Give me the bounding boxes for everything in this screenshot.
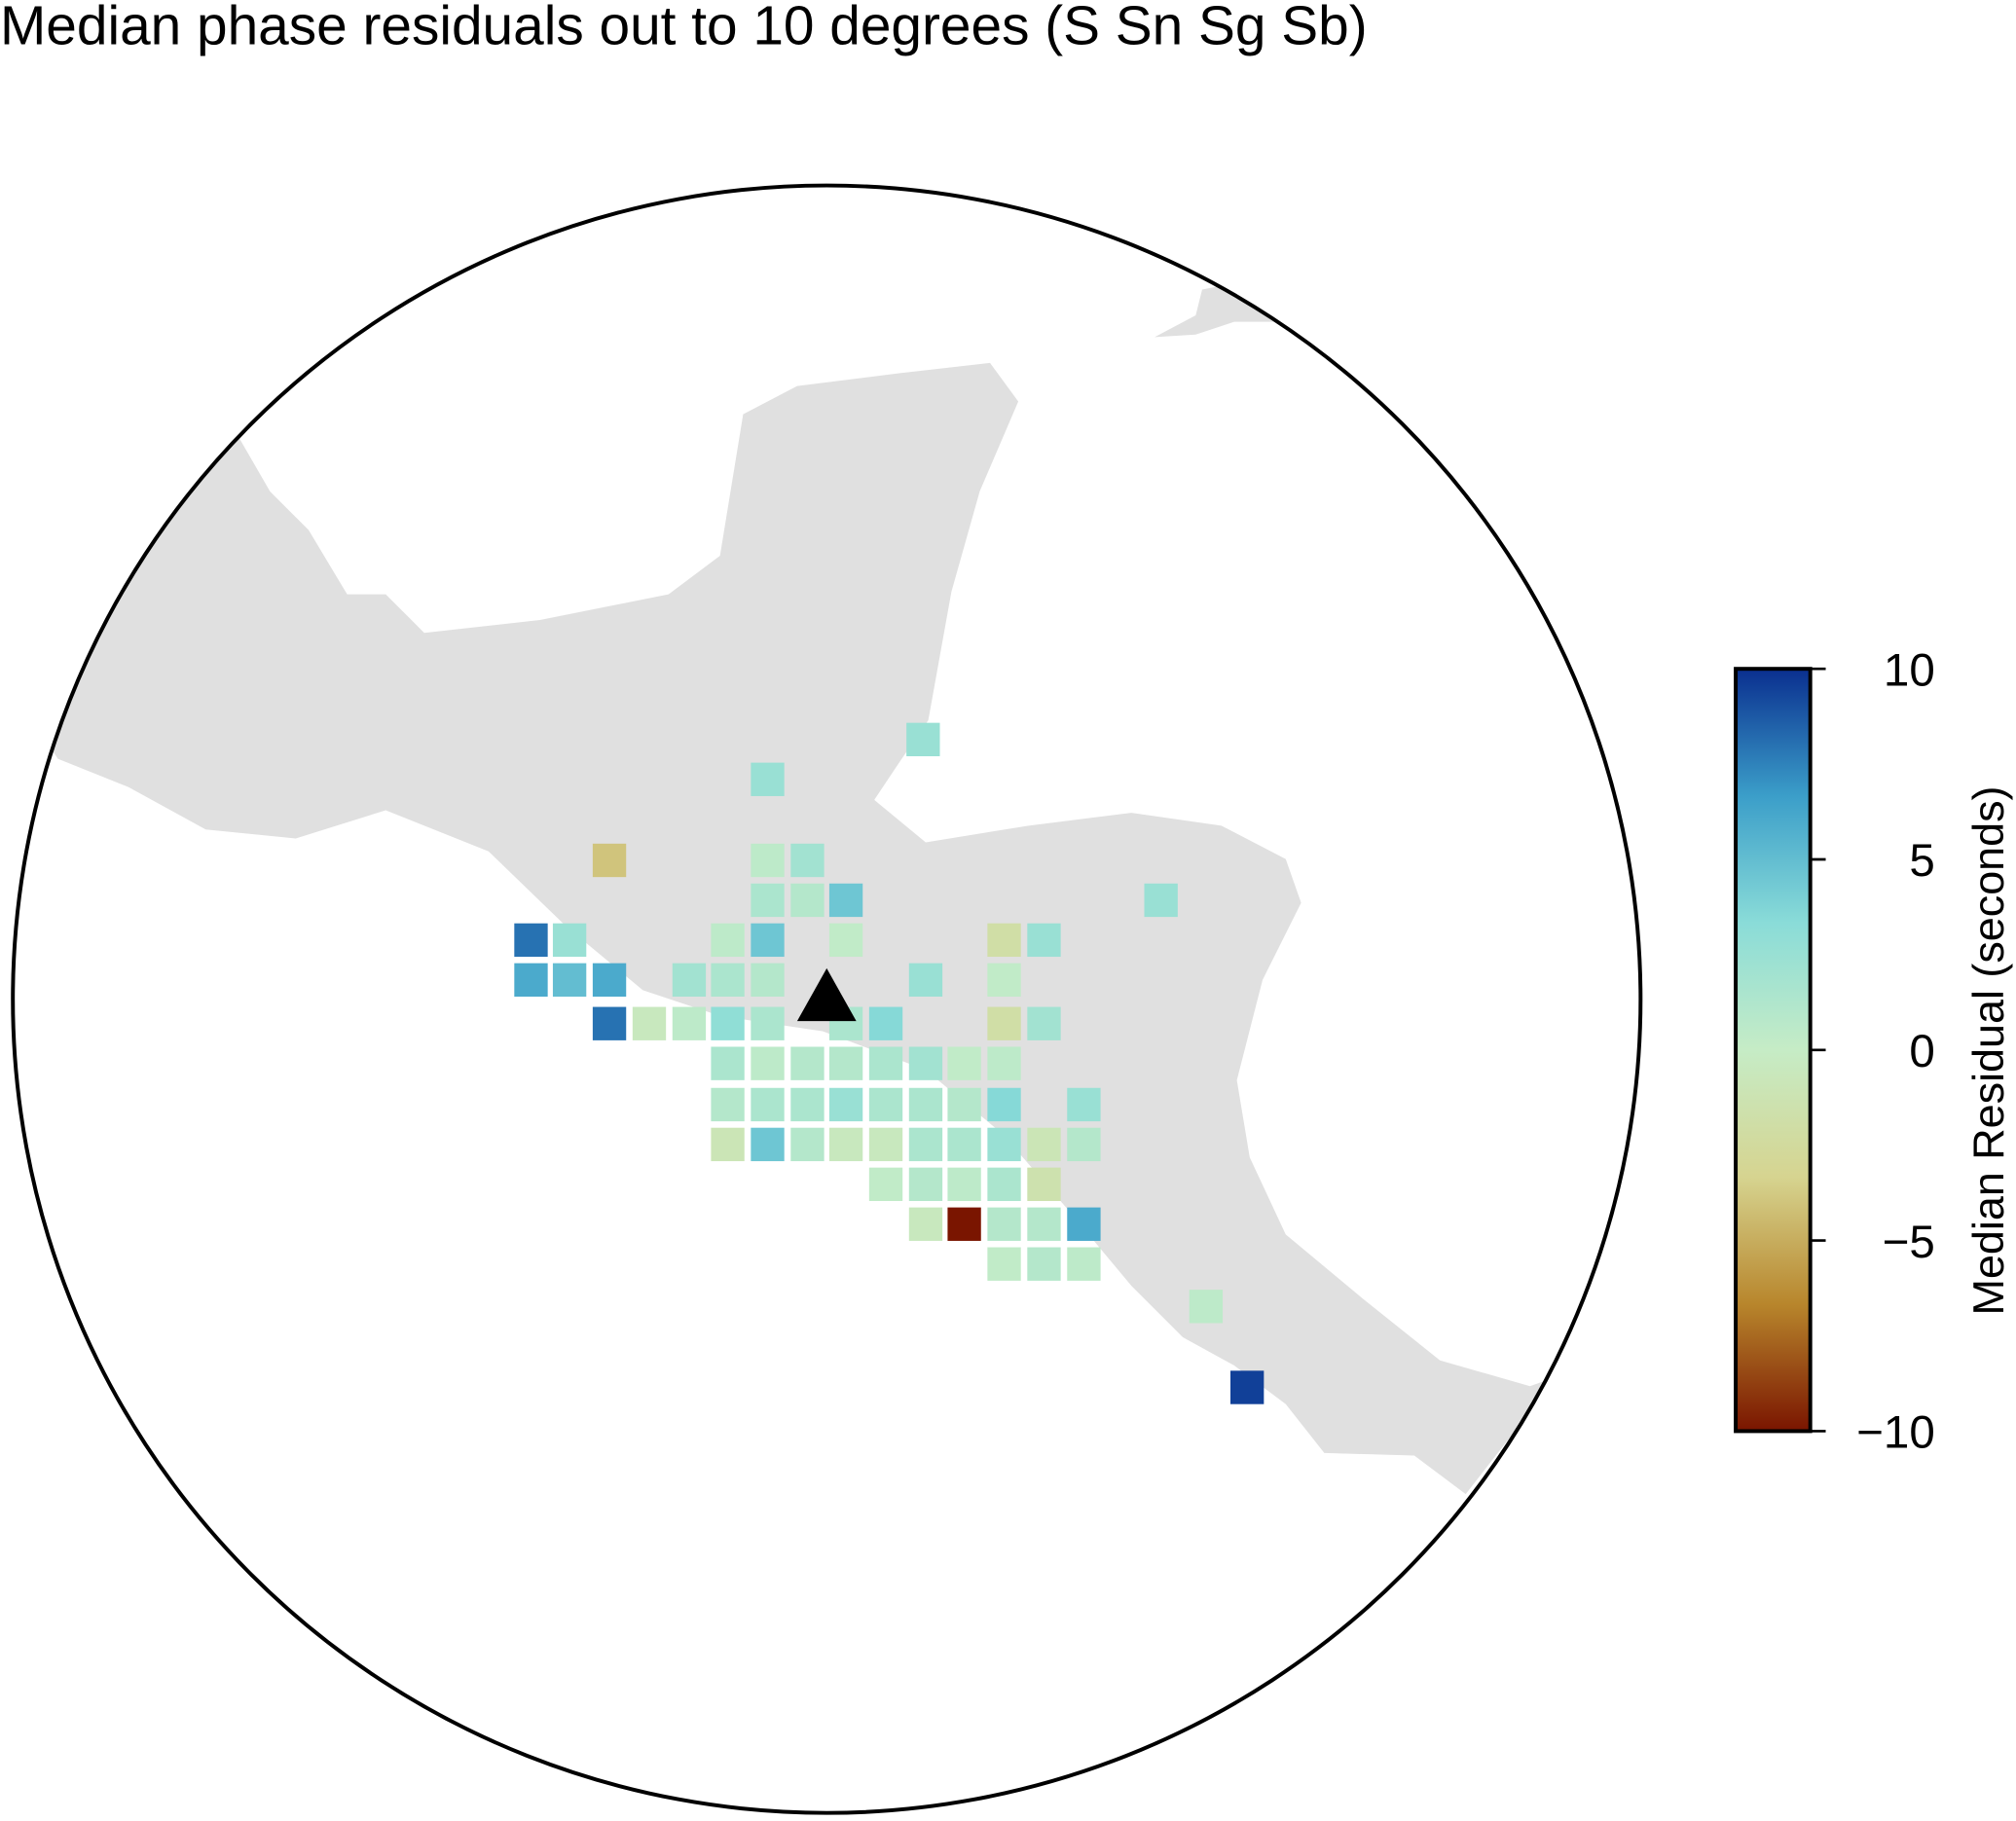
residual-cell [908,1087,943,1122]
colorbar-tick-label: −10 [1856,1407,1935,1459]
colorbar-ticks: −10 −5 0 5 10 [1810,644,1935,1459]
residual-cell [868,1127,903,1162]
residual-cell [751,762,785,796]
residual-cell [987,963,1021,997]
residual-cell [711,1006,745,1040]
residual-cell [987,1006,1021,1040]
residual-cell [868,1167,903,1201]
chart-title: Median phase residuals out to 10 degrees… [0,0,1368,56]
residual-cell [790,843,825,878]
residual-cell [1189,1290,1224,1324]
land-mass [13,362,1594,1495]
residual-cell [1067,1127,1101,1162]
residual-cell [1067,1207,1101,1241]
residual-cell [828,883,863,918]
residual-cell [947,1167,981,1201]
residual-cell [1144,883,1178,918]
residual-cell [987,1046,1021,1080]
residual-cell [1027,1247,1061,1281]
residual-cell [868,1046,903,1080]
colorbar-tick-label: 10 [1884,644,1935,696]
cells [514,722,1265,1404]
residual-cell [908,1207,943,1241]
residual-cell [987,923,1021,958]
residual-cell [552,923,587,958]
residual-cell [987,1087,1021,1122]
residual-cell [751,1087,785,1122]
residual-cell [908,1127,943,1162]
residual-cell [552,963,587,997]
residual-cell [1067,1087,1101,1122]
residual-cell [790,1046,825,1080]
residual-cell [987,1127,1021,1162]
residual-cell [1027,923,1061,958]
residual-cell [592,963,627,997]
residual-cell [711,1087,745,1122]
residual-cell [751,1006,785,1040]
residual-cell [908,1046,943,1080]
residual-cell [987,1167,1021,1201]
residual-cell [711,923,745,958]
residual-cell [751,923,785,958]
globe-outline [11,183,1643,1815]
residual-cell [1027,1127,1061,1162]
residual-cell [987,1207,1021,1241]
colorbar [1734,667,1813,1434]
residual-cell [751,1127,785,1162]
residual-cell [1027,1006,1061,1040]
island [1155,282,1286,338]
residual-cell [987,1247,1021,1281]
residual-cell [672,963,707,997]
residual-cell [711,1127,745,1162]
residual-cell [592,843,627,878]
residual-cell [1067,1247,1101,1281]
station-marker [796,967,857,1022]
residual-cell [592,1006,627,1040]
residual-cell [947,1046,981,1080]
residual-cell [632,1006,667,1040]
residual-cell [828,1127,863,1162]
residual-cell [672,1006,707,1040]
colorbar-label: Median Residual (seconds) [1963,785,2013,1315]
residual-cell [751,883,785,918]
residual-cell [828,923,863,958]
residual-cell [751,963,785,997]
residual-cell [711,963,745,997]
colorbar-tick-label: 0 [1909,1026,1934,1077]
residual-cell [514,963,548,997]
colorbar-tick-label: 5 [1909,835,1934,887]
residual-cell [828,1087,863,1122]
residual-cell [711,1046,745,1080]
residual-cell [751,1046,785,1080]
residual-cell [514,923,548,958]
residual-cell [751,843,785,878]
residual-cell [908,963,943,997]
residual-cell [947,1207,981,1241]
residual-cell [1027,1207,1061,1241]
residual-cell [947,1127,981,1162]
residual-cell [908,1167,943,1201]
residual-cell [1027,1167,1061,1201]
residual-cell [868,1006,903,1040]
residual-cell [790,1087,825,1122]
residual-cell [828,1046,863,1080]
residual-cell [906,722,940,757]
residual-cell [1229,1370,1265,1404]
residual-cell [868,1087,903,1122]
colorbar-tick-label: −5 [1883,1217,1935,1268]
residual-cell [790,883,825,918]
residual-cell [947,1087,981,1122]
residual-cell [790,1127,825,1162]
